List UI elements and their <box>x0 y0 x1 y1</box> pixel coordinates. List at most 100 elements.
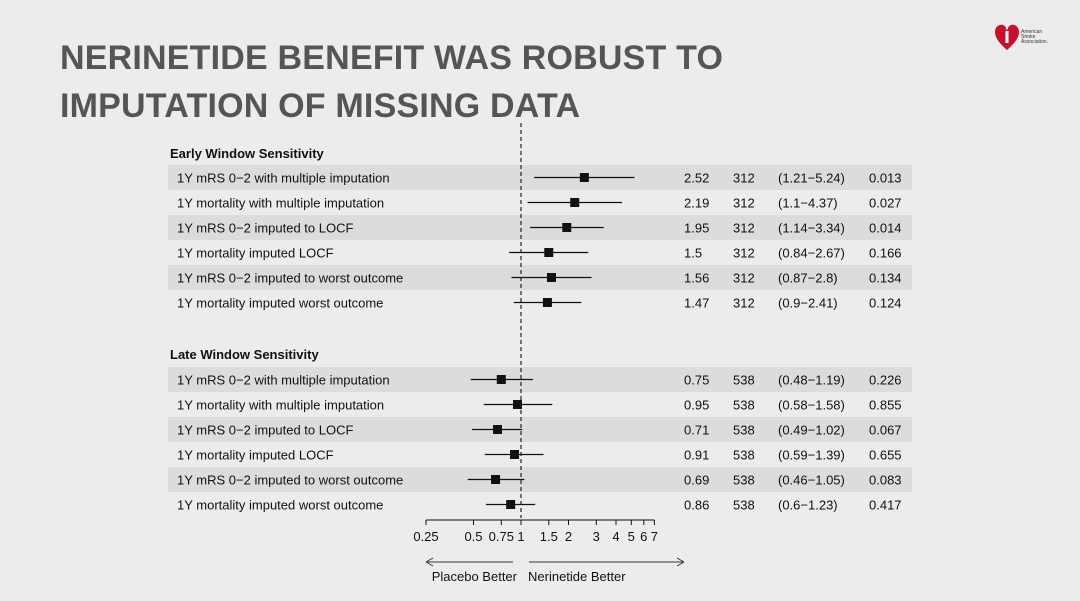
slide-title: NERINETIDE BENEFIT WAS ROBUST TO IMPUTAT… <box>60 34 723 130</box>
logo-text-line-1: American <box>1021 29 1043 35</box>
slide-title-line-2: IMPUTATION OF MISSING DATA <box>60 87 581 125</box>
estimate-marker <box>496 375 506 384</box>
placebo-arrow-head <box>425 557 434 567</box>
estimate-value: 0.71 <box>684 423 709 438</box>
p-value: 0.417 <box>869 498 902 513</box>
x-tick-label: 0.75 <box>489 529 514 544</box>
estimate-value: 1.5 <box>684 246 702 261</box>
heart-torch-icon <box>995 24 1019 50</box>
ci-value: (0.49−1.02) <box>778 423 845 438</box>
n-value: 538 <box>733 398 755 413</box>
row-band <box>168 367 912 392</box>
n-value: 538 <box>733 423 755 438</box>
ci-value: (0.9−2.41) <box>778 296 838 311</box>
section-title-2: Late Window Sensitivity <box>170 347 319 362</box>
x-tick-label: 4 <box>612 529 619 544</box>
ci-value: (1.14−3.34) <box>778 221 845 236</box>
logo-text-line-3: Association. <box>1021 39 1048 45</box>
n-value: 312 <box>733 296 755 311</box>
row-label: 1Y mortality imputed worst outcome <box>177 498 383 513</box>
estimate-marker <box>512 400 522 409</box>
estimate-value: 0.86 <box>684 498 709 513</box>
row-label: 1Y mRS 0−2 with multiple imputation <box>177 373 390 388</box>
estimate-marker <box>570 198 580 207</box>
estimate-value: 1.47 <box>684 296 709 311</box>
p-value: 0.134 <box>869 271 902 286</box>
estimate-value: 0.91 <box>684 448 709 463</box>
row-label: 1Y mortality imputed LOCF <box>177 448 334 463</box>
row-label: 1Y mortality with multiple imputation <box>177 196 384 211</box>
row-label: 1Y mRS 0−2 with multiple imputation <box>177 171 390 186</box>
row-label: 1Y mortality with multiple imputation <box>177 398 384 413</box>
logo-text-line-2: Stroke <box>1021 34 1036 40</box>
estimate-marker <box>546 273 556 282</box>
n-value: 312 <box>733 246 755 261</box>
p-value: 0.855 <box>869 398 902 413</box>
p-value: 0.124 <box>869 296 902 311</box>
estimate-marker <box>510 450 520 459</box>
ci-value: (0.87−2.8) <box>778 271 838 286</box>
x-tick-label: 1 <box>517 529 524 544</box>
row-label: 1Y mortality imputed worst outcome <box>177 296 383 311</box>
n-value: 538 <box>733 373 755 388</box>
ci-value: (1.21−5.24) <box>778 171 845 186</box>
estimate-marker <box>579 173 589 182</box>
ci-value: (0.6−1.23) <box>778 498 838 513</box>
estimate-marker <box>506 500 516 509</box>
ci-value: (0.58−1.58) <box>778 398 845 413</box>
x-tick-label: 1.5 <box>540 529 558 544</box>
slide-title-line-1: NERINETIDE BENEFIT WAS ROBUST TO <box>60 39 724 77</box>
estimate-value: 2.19 <box>684 196 709 211</box>
p-value: 0.226 <box>869 373 902 388</box>
nerinetide-arrow-head <box>676 557 685 567</box>
x-tick-label: 3 <box>593 529 600 544</box>
estimate-value: 1.56 <box>684 271 709 286</box>
row-label: 1Y mRS 0−2 imputed to worst outcome <box>177 271 403 286</box>
ci-value: (0.84−2.67) <box>778 246 845 261</box>
p-value: 0.027 <box>869 196 902 211</box>
estimate-value: 1.95 <box>684 221 709 236</box>
estimate-value: 2.52 <box>684 171 709 186</box>
n-value: 312 <box>733 221 755 236</box>
n-value: 538 <box>733 498 755 513</box>
estimate-marker <box>493 425 503 434</box>
ci-value: (0.48−1.19) <box>778 373 845 388</box>
x-tick-label: 7 <box>651 529 658 544</box>
n-value: 312 <box>733 271 755 286</box>
ci-value: (0.59−1.39) <box>778 448 845 463</box>
estimate-marker <box>544 248 554 257</box>
estimate-value: 0.95 <box>684 398 709 413</box>
n-value: 538 <box>733 473 755 488</box>
ci-value: (0.46−1.05) <box>778 473 845 488</box>
estimate-value: 0.69 <box>684 473 709 488</box>
american-stroke-association-logo: American Stroke Association. <box>994 22 1066 56</box>
x-tick-label: 0.5 <box>464 529 482 544</box>
ci-value: (1.1−4.37) <box>778 196 838 211</box>
row-label: 1Y mRS 0−2 imputed to LOCF <box>177 221 353 236</box>
n-value: 538 <box>733 448 755 463</box>
p-value: 0.013 <box>869 171 902 186</box>
nerinetide-better-label: Nerinetide Better <box>528 569 626 584</box>
estimate-marker <box>542 298 552 307</box>
p-value: 0.083 <box>869 473 902 488</box>
row-label: 1Y mortality imputed LOCF <box>177 246 334 261</box>
x-tick-label: 5 <box>628 529 635 544</box>
p-value: 0.655 <box>869 448 902 463</box>
row-label: 1Y mRS 0−2 imputed to worst outcome <box>177 473 403 488</box>
row-band <box>168 417 912 442</box>
placebo-better-label: Placebo Better <box>432 569 518 584</box>
x-tick-label: 0.25 <box>413 529 438 544</box>
p-value: 0.014 <box>869 221 902 236</box>
estimate-value: 0.75 <box>684 373 709 388</box>
n-value: 312 <box>733 196 755 211</box>
row-label: 1Y mRS 0−2 imputed to LOCF <box>177 423 353 438</box>
x-tick-label: 2 <box>565 529 572 544</box>
x-tick-label: 6 <box>640 529 647 544</box>
n-value: 312 <box>733 171 755 186</box>
p-value: 0.166 <box>869 246 902 261</box>
p-value: 0.067 <box>869 423 902 438</box>
section-title-1: Early Window Sensitivity <box>170 146 325 161</box>
estimate-marker <box>491 475 501 484</box>
row-band <box>168 467 912 492</box>
